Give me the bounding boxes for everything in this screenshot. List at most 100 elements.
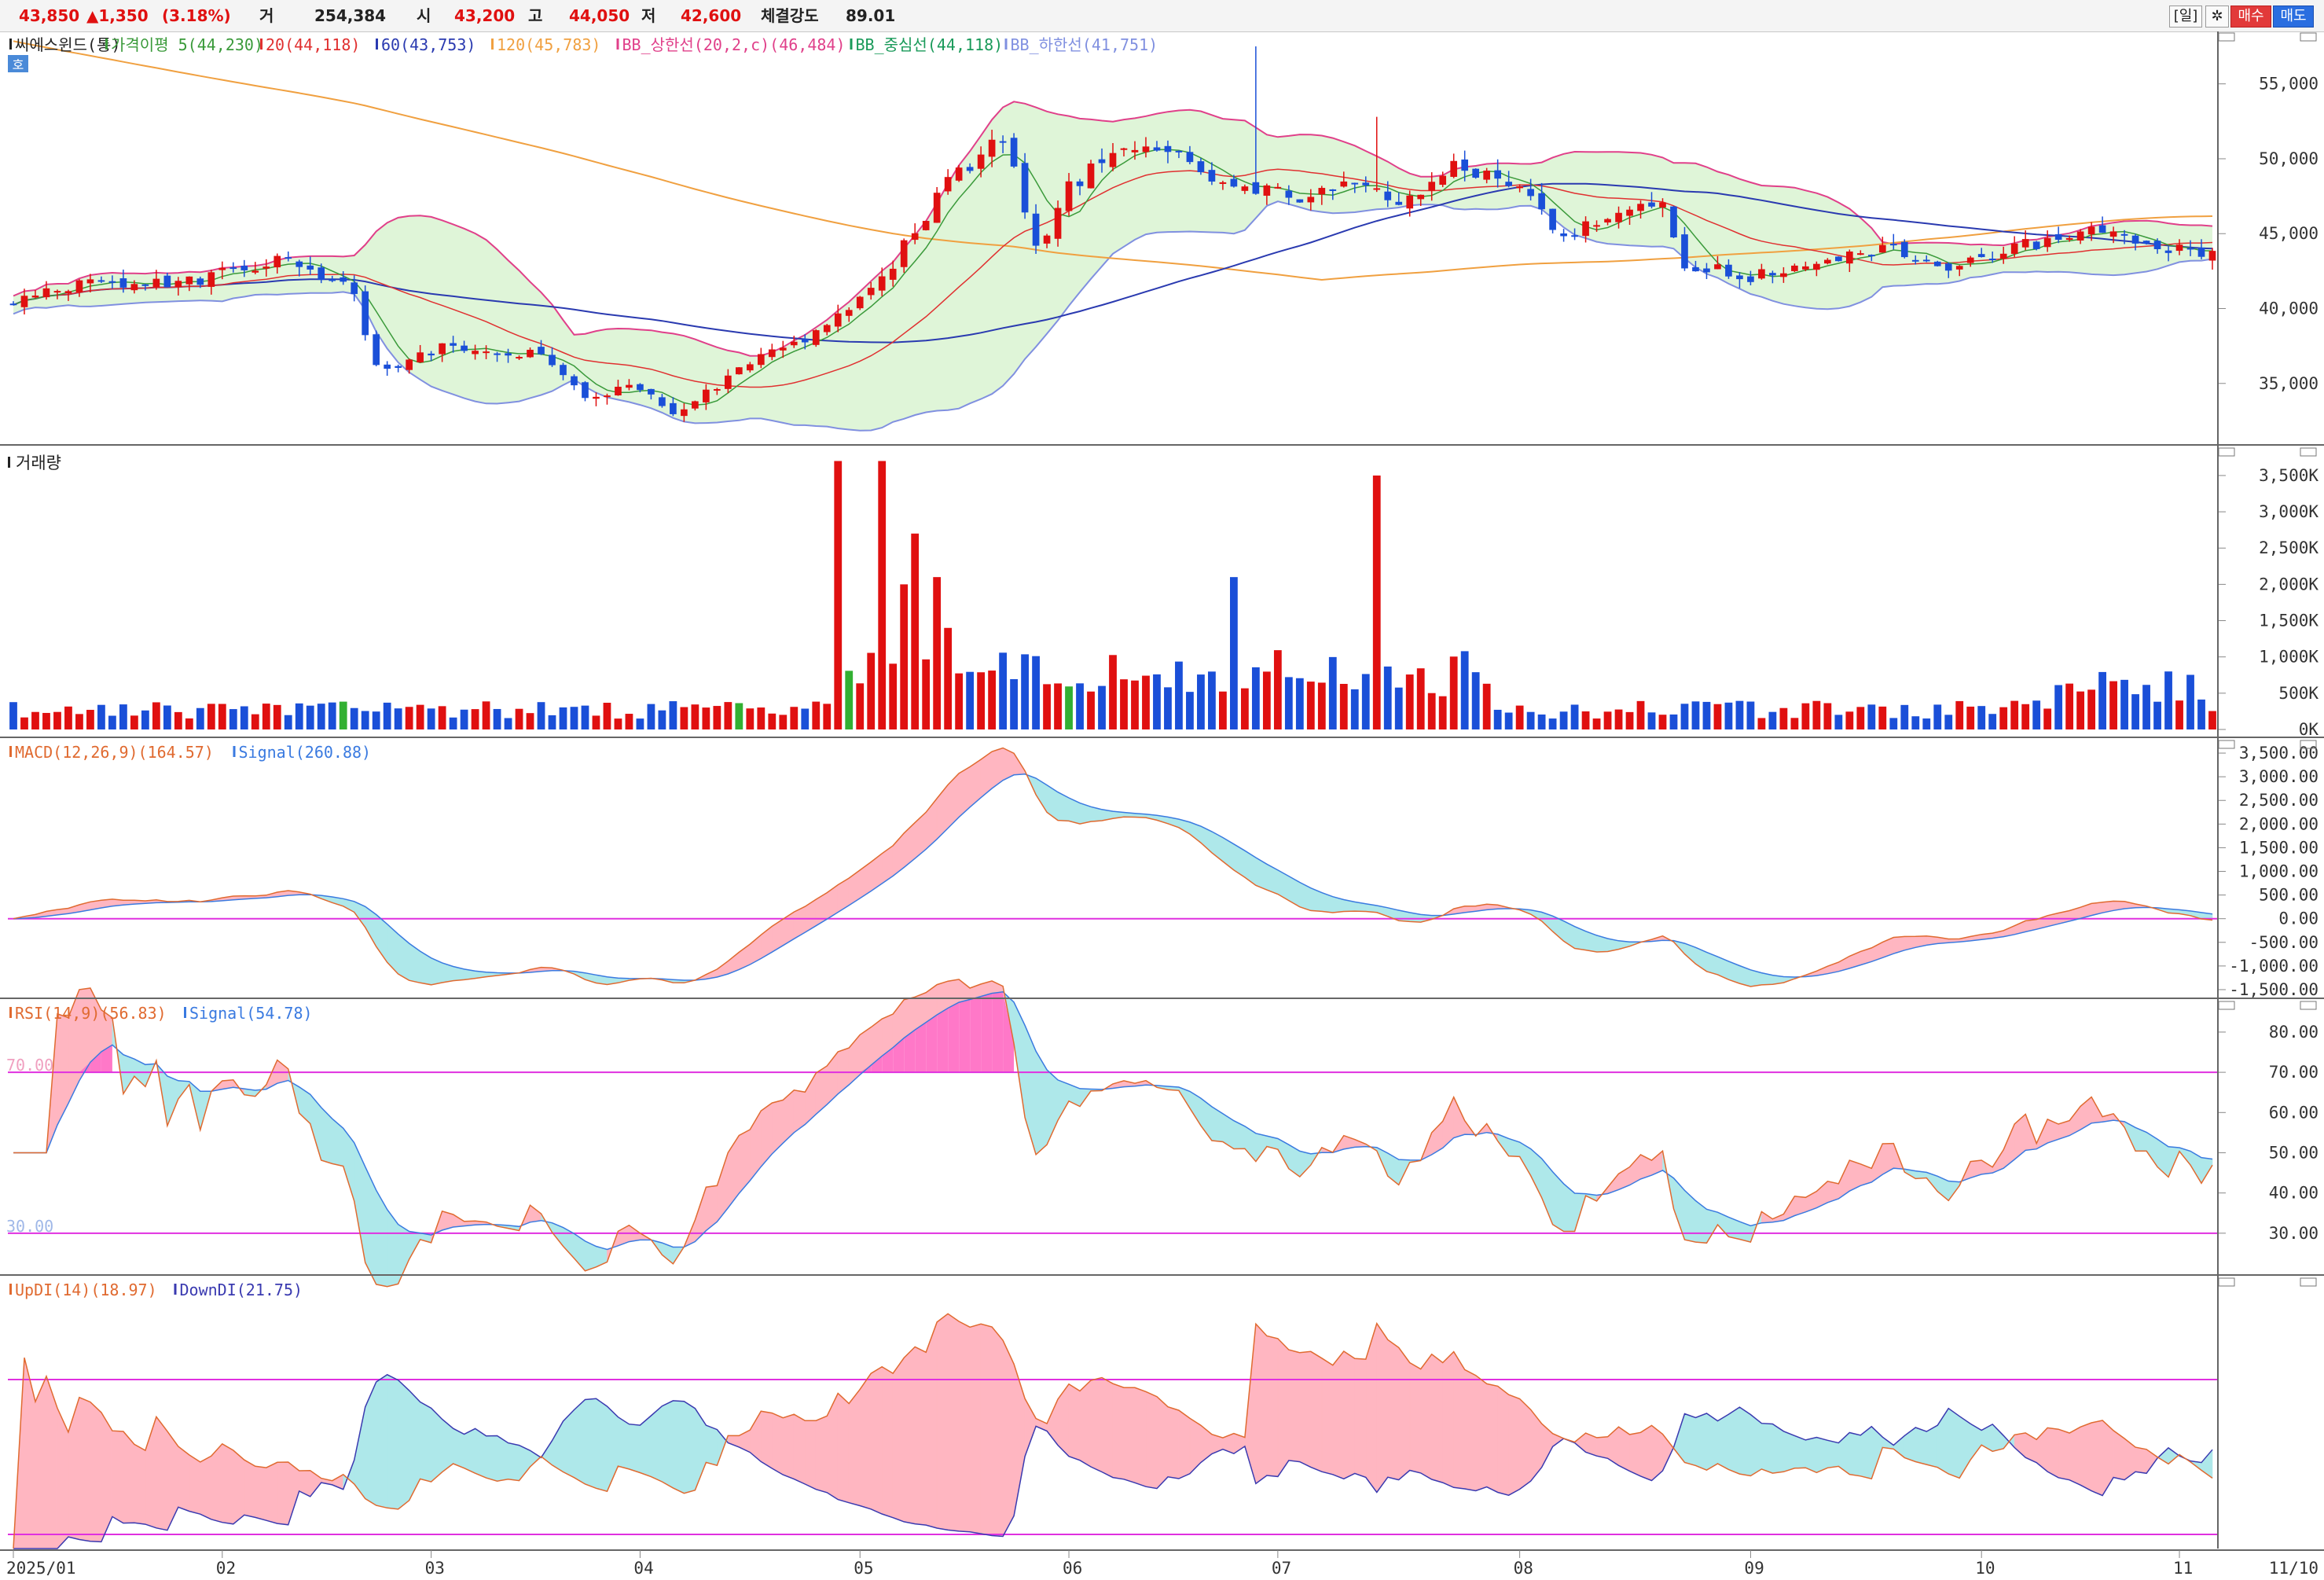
rsi-level-low-label: 30.00 bbox=[6, 1217, 53, 1236]
volume-bar bbox=[625, 714, 633, 729]
volume-bar bbox=[1515, 705, 1524, 729]
candle-body bbox=[218, 267, 226, 270]
macd-fill bbox=[859, 862, 872, 899]
candle-body bbox=[1164, 145, 1172, 152]
candle-body bbox=[141, 284, 149, 286]
dmi-fill bbox=[684, 1401, 696, 1494]
candle-body bbox=[1747, 276, 1754, 282]
buy-button[interactable]: 매수 bbox=[2230, 6, 2271, 28]
panel-close-icon bbox=[2300, 740, 2317, 749]
volume-bar bbox=[2065, 683, 2074, 729]
dmi-fill bbox=[90, 1401, 102, 1542]
dmi-fill bbox=[1794, 1435, 1806, 1469]
rsi-fill bbox=[772, 1099, 784, 1155]
candle-body bbox=[1791, 265, 1798, 271]
volume-bar bbox=[1449, 656, 1458, 729]
candle-body bbox=[626, 384, 633, 388]
volume-bar bbox=[2120, 679, 2128, 729]
dmi-fill bbox=[596, 1398, 608, 1492]
dmi-fill bbox=[1365, 1323, 1378, 1494]
dmi-fill bbox=[1519, 1398, 1531, 1490]
volume-bar bbox=[691, 704, 699, 729]
volume-bar bbox=[1823, 703, 1832, 729]
x-axis-last-date: 11/10 bbox=[2269, 1559, 2318, 1578]
candle-body bbox=[593, 396, 600, 399]
volume-bar bbox=[1691, 701, 1700, 729]
period-selector[interactable]: [일] bbox=[2169, 6, 2202, 28]
dmi-fill bbox=[2135, 1446, 2147, 1474]
dmi-fill bbox=[903, 1346, 916, 1524]
volume-bar bbox=[383, 702, 391, 729]
price-axis-label: 50,000 bbox=[2259, 149, 2318, 168]
candle-body bbox=[1988, 259, 1996, 261]
rsi-fill bbox=[1684, 1189, 1696, 1243]
volume-bar bbox=[53, 711, 61, 729]
sell-button[interactable]: 매도 bbox=[2273, 6, 2314, 28]
volume-bar bbox=[1032, 656, 1040, 729]
candle-body bbox=[736, 367, 743, 375]
candle-body bbox=[395, 366, 402, 368]
macd-axis-label: 2,500.00 bbox=[2239, 791, 2318, 810]
volume-bar bbox=[394, 708, 402, 729]
volume-bar bbox=[1284, 677, 1293, 729]
rsi-fill bbox=[1288, 1144, 1301, 1178]
dmi-fill bbox=[640, 1415, 652, 1478]
volume-bar bbox=[416, 704, 424, 729]
dmi-fill bbox=[914, 1346, 927, 1526]
volume-bar bbox=[1460, 651, 1469, 729]
rsi-fill bbox=[343, 1127, 354, 1201]
candle-body bbox=[1450, 160, 1458, 177]
volume-bar bbox=[438, 706, 446, 729]
rsi-fill bbox=[332, 1118, 343, 1167]
candle-body bbox=[351, 282, 358, 294]
gear-icon[interactable]: ✲ bbox=[2205, 6, 2229, 28]
volume-bar bbox=[614, 718, 622, 729]
dmi-fill bbox=[1981, 1424, 1993, 1452]
volume-bar bbox=[1834, 715, 1843, 729]
volume-bar bbox=[1405, 674, 1414, 729]
candle-body bbox=[1692, 266, 1699, 272]
dmi-fill bbox=[1255, 1323, 1268, 1484]
rsi-axis-label: 60.00 bbox=[2269, 1103, 2318, 1122]
candle-body bbox=[900, 240, 908, 267]
candle-body bbox=[1142, 146, 1150, 152]
candle-body bbox=[384, 364, 391, 369]
candle-body bbox=[1175, 150, 1183, 152]
candle-body bbox=[527, 349, 534, 358]
candle-body bbox=[1878, 244, 1886, 253]
candle-body bbox=[999, 141, 1007, 143]
rsi-fill bbox=[848, 1034, 861, 1086]
volume-bar bbox=[2197, 699, 2205, 729]
volume-bar bbox=[1131, 680, 1139, 729]
volume-bar bbox=[1295, 678, 1304, 729]
candle-body bbox=[1626, 209, 1633, 216]
rsi-overbought-fill bbox=[992, 991, 1004, 1073]
volume-bar bbox=[97, 704, 105, 729]
dmi-fill bbox=[618, 1416, 630, 1470]
dmi-fill bbox=[123, 1431, 135, 1523]
rsi-fill bbox=[354, 1142, 365, 1263]
dmi-fill bbox=[1244, 1324, 1257, 1484]
candle-body bbox=[42, 288, 50, 298]
volume-bar bbox=[1240, 688, 1249, 729]
candle-body bbox=[1725, 264, 1732, 277]
price-legend-item: 60(43,753) bbox=[381, 35, 475, 54]
dmi-fill bbox=[1354, 1358, 1367, 1478]
dmi-fill bbox=[288, 1461, 300, 1525]
macd-fill bbox=[870, 853, 883, 892]
volume-bar bbox=[757, 707, 765, 729]
candle-body bbox=[263, 266, 270, 269]
macd-axis-label: -1,000.00 bbox=[2229, 957, 2318, 976]
rsi-fill bbox=[123, 1054, 135, 1095]
candle-body bbox=[274, 255, 281, 268]
rsi-fill bbox=[717, 1152, 729, 1223]
volume-bar bbox=[581, 705, 589, 729]
rsi-fill bbox=[530, 1204, 542, 1223]
ma120-line bbox=[13, 40, 2213, 281]
candle-body bbox=[1538, 193, 1545, 210]
dmi-fill bbox=[552, 1420, 564, 1473]
stock-chart[interactable]: 씨에스윈드(통)가격이평 5(44,230) 20(44,118) 60(43,75… bbox=[0, 31, 2324, 1580]
dmi-fill bbox=[804, 1420, 817, 1490]
dmi-fill bbox=[35, 1376, 47, 1549]
price-legend-marker bbox=[491, 39, 494, 50]
